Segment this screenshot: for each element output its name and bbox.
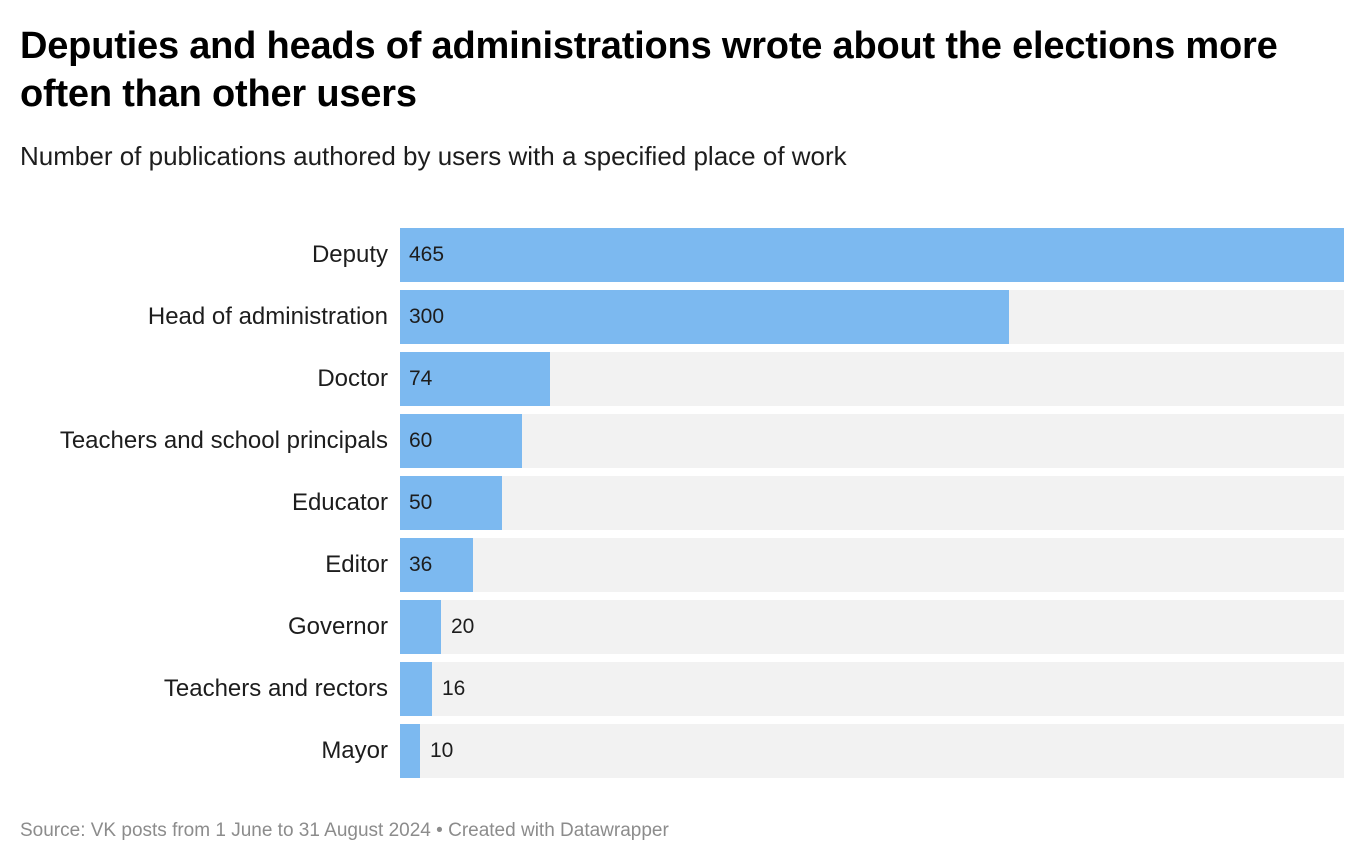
bar-track: 10: [400, 724, 1344, 778]
category-label: Doctor: [317, 365, 388, 392]
bar: [400, 228, 1344, 282]
value-label: 50: [409, 491, 433, 514]
category-label: Teachers and school principals: [59, 427, 388, 454]
bar-track: 36: [400, 538, 1344, 592]
bar-track: 20: [400, 600, 1344, 654]
value-label: 20: [451, 615, 475, 638]
chart-title: Deputies and heads of administrations wr…: [20, 25, 1278, 115]
category-label: Teachers and rectors: [163, 675, 388, 702]
footer-separator: •: [436, 820, 443, 841]
bar-track: 16: [400, 662, 1344, 716]
bar-track: 300: [400, 290, 1344, 344]
datawrapper-credit-link[interactable]: Created with Datawrapper: [448, 820, 669, 841]
bar-row: Head of administration 300: [0, 290, 1366, 344]
bar: [400, 476, 502, 530]
bar-chart: Deputy 465 Head of administration 300 Doctor…: [0, 228, 1366, 780]
bar: [400, 290, 1009, 344]
bar: [400, 352, 550, 406]
category-label: Mayor: [321, 737, 388, 764]
bar: [400, 538, 473, 592]
bar-row: Doctor 74: [0, 352, 1366, 406]
value-label: 60: [409, 429, 433, 452]
bar: [400, 724, 420, 778]
bar-row: Deputy 465: [0, 228, 1366, 282]
category-label: Governor: [287, 613, 388, 640]
bar-row: Editor 36: [0, 538, 1366, 592]
value-label: 10: [430, 739, 454, 762]
category-label: Editor: [325, 551, 388, 578]
bar-row: Governor 20: [0, 600, 1366, 654]
value-label: 74: [409, 367, 433, 390]
bar-track: 74: [400, 352, 1344, 406]
bar-row: Teachers and rectors 16: [0, 662, 1366, 716]
bar-row: Educator 50: [0, 476, 1366, 530]
bar-track: 50: [400, 476, 1344, 530]
chart-subtitle: Number of publications authored by users…: [20, 141, 847, 171]
bar-row: Teachers and school principals 60: [0, 414, 1366, 468]
bar-track: 465: [400, 228, 1344, 282]
value-label: 465: [409, 243, 445, 266]
source-note: Source: VK posts from 1 June to 31 Augus…: [20, 820, 431, 841]
value-label: 16: [442, 677, 466, 700]
chart-footer: Source: VK posts from 1 June to 31 Augus…: [20, 818, 669, 844]
bar: [400, 600, 441, 654]
category-label: Head of administration: [147, 303, 388, 330]
value-label: 300: [409, 305, 445, 328]
bar: [400, 662, 432, 716]
category-label: Deputy: [311, 241, 388, 268]
value-label: 36: [409, 553, 433, 576]
bar: [400, 414, 522, 468]
bar-row: Mayor 10: [0, 724, 1366, 778]
category-label: Educator: [291, 489, 388, 516]
bar-track: 60: [400, 414, 1344, 468]
